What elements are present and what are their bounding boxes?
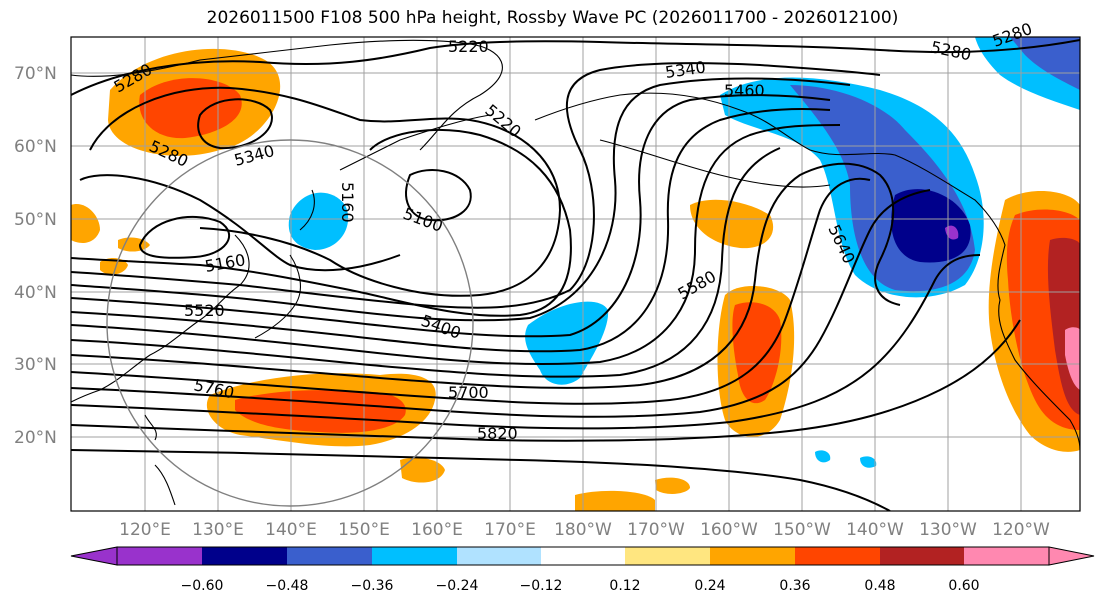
colorbar-segment [964, 547, 1049, 565]
contour-label: 5820 [477, 424, 518, 443]
colorbar-segment [795, 547, 880, 565]
colorbar-segment [625, 547, 710, 565]
lon-label: 180°W [554, 520, 612, 540]
colorbar-segment [287, 547, 372, 565]
colorbar-outline [116, 546, 1050, 566]
colorbar-segment [880, 547, 964, 565]
negative-anomaly-japan [288, 192, 349, 250]
colorbar-segment [372, 547, 457, 565]
graticule [71, 37, 1080, 511]
map-frame [70, 36, 1081, 512]
contour-label: 5520 [184, 301, 225, 320]
colorbar-tick: 0.24 [694, 578, 725, 594]
colorbar-tick: −0.24 [436, 578, 479, 594]
colorbar-segment [117, 547, 202, 565]
lon-label: 140°W [846, 520, 904, 540]
colorbar-tick: 0.36 [779, 578, 810, 594]
colorbar-tick: 0.12 [609, 578, 640, 594]
contour-label: 5280 [990, 19, 1035, 51]
colorbar: −0.60 −0.48 −0.36 −0.24 −0.12 0.12 0.24 … [70, 546, 1095, 594]
positive-anomaly-160w [690, 199, 774, 249]
figure-title: 2026011500 F108 500 hPa height, Rossby W… [206, 8, 899, 28]
colorbar-ticks: −0.60 −0.48 −0.36 −0.24 −0.12 0.12 0.24 … [181, 578, 980, 594]
colorbar-tick: −0.36 [351, 578, 394, 594]
lon-label: 160°W [700, 520, 758, 540]
lon-label: 120°E [119, 520, 171, 540]
lat-label: 70°N [14, 64, 57, 84]
contour-label: 5700 [448, 383, 489, 402]
colorbar-tick: −0.48 [266, 578, 309, 594]
contour-label: 5220 [448, 37, 489, 56]
lon-label: 150°W [773, 520, 831, 540]
height-contours [71, 39, 1080, 511]
lat-label: 60°N [14, 137, 57, 157]
colorbar-segment [457, 547, 541, 565]
colorbar-tick: −0.60 [181, 578, 224, 594]
lat-label: 40°N [14, 283, 57, 303]
colorbar-segment [541, 547, 625, 565]
colorbar-tick: 0.60 [948, 578, 979, 594]
colorbar-tick: −0.12 [520, 578, 563, 594]
colorbar-segment [710, 547, 795, 565]
colorbar-segment [202, 547, 287, 565]
lon-label: 170°E [484, 520, 536, 540]
contour-label: 5460 [724, 81, 765, 100]
reference-circle [106, 139, 474, 507]
lon-label: 130°W [919, 520, 977, 540]
lat-label: 20°N [14, 428, 57, 448]
latitude-labels: 70°N 60°N 50°N 40°N 30°N 20°N [14, 64, 57, 448]
lon-label: 150°E [338, 520, 390, 540]
lon-label: 160°E [411, 520, 463, 540]
colorbar-tick: 0.48 [864, 578, 895, 594]
lon-label: 170°W [627, 520, 685, 540]
lon-label: 130°E [192, 520, 244, 540]
longitude-labels: 120°E 130°E 140°E 150°E 160°E 170°E 180°… [119, 520, 1050, 540]
lat-label: 30°N [14, 355, 57, 375]
contour-label: 5160 [338, 182, 357, 223]
lon-label: 120°W [992, 520, 1050, 540]
lon-label: 140°E [265, 520, 317, 540]
lat-label: 50°N [14, 210, 57, 230]
